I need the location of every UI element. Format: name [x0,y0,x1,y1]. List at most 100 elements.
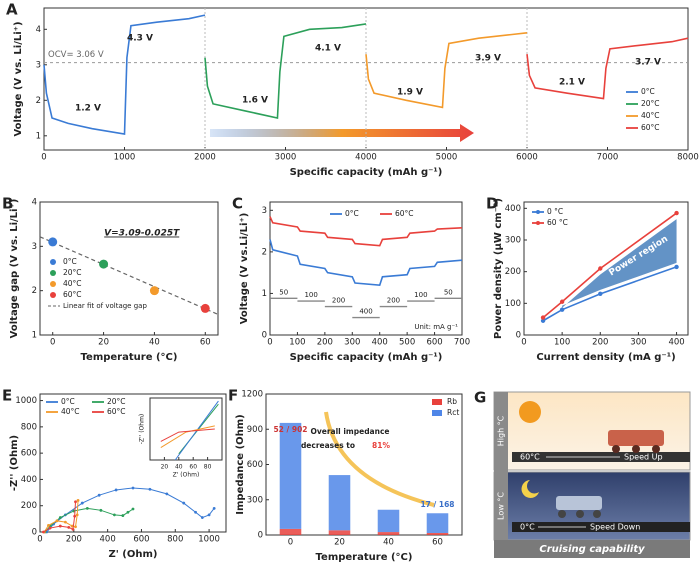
trend-arrow [324,411,435,507]
data-point [113,513,116,517]
x-tick-label: 20 [98,338,109,348]
series-line [204,23,367,120]
x-tick-label: 600 [426,338,442,348]
series-line [269,239,463,286]
x-tick-label: 200 [66,535,82,545]
x-tick-label: 0 [267,338,272,348]
data-point [48,237,58,247]
series-line [43,14,206,135]
data-point [540,315,546,320]
data-point [200,303,210,313]
legend-label: 40°C [61,407,80,416]
data-point [126,510,130,514]
x-tick-label: 1000 [114,153,136,163]
legend-marker [536,221,540,225]
legend-label: 0°C [345,209,359,218]
y-tick-label: 400 [505,204,521,214]
x-tick-label: 0 [41,153,46,163]
x-tick-label: 100 [554,338,570,348]
hot-temperature: 60°C [520,453,540,462]
x-axis-label: Temperature (°C) [81,352,178,363]
annotation: 4.3 V [127,34,153,44]
panel-label: B [2,195,13,213]
wheel [593,510,601,518]
series-line [160,425,215,449]
y-tick-label: 0 [262,331,267,341]
x-tick-label: 500 [399,338,415,348]
x-tick-label: 20 [161,464,169,471]
legend-marker [536,210,540,214]
x-tick-label: 300 [630,338,646,348]
data-point [76,499,80,502]
panel-label: C [232,195,243,213]
y-tick-label: 200 [21,501,37,511]
x-tick-label: 60 [200,338,211,348]
x-tick-label: 40 [149,338,160,348]
bar-segment [328,475,351,531]
data-point [540,318,546,323]
x-axis-label: Z' (Ohm) [173,472,200,479]
data-point [80,501,84,505]
data-point [207,513,211,517]
annotation: 52 / 902 [273,425,307,434]
y-tick-label: 1000 [15,396,37,406]
y-tick-label: 0 [32,528,37,538]
y-axis-label: -Z'' (Ohm) [9,435,20,491]
data-point [71,527,75,531]
legend-label: 20°C [63,268,82,277]
legend-label: 0°C [63,257,77,266]
wheel [632,445,640,453]
x-tick-label: 0 [288,538,293,548]
annotation: 81% [372,441,390,450]
current-step-label: 50 [444,288,453,296]
data-point [63,520,67,524]
data-point [58,516,62,519]
data-point [194,510,197,514]
panel-label: E [2,387,12,405]
current-step-label: 200 [387,297,400,305]
plot-frame [39,201,219,336]
legend-marker [50,281,56,287]
cold-temperature: 0°C [520,523,535,532]
x-tick-label: 40 [383,538,394,548]
x-tick-label: 1000 [198,535,220,545]
panel-label: F [228,387,238,405]
current-step-label: 50 [279,288,288,296]
legend-marker [50,259,56,265]
annotation: 4.1 V [315,44,341,54]
series-line [365,32,528,109]
y-tick-label: 200 [505,267,521,277]
y-tick-label: 300 [505,236,521,246]
y-axis-label: Impedance (Ohm) [235,414,246,514]
data-point [41,530,45,534]
high-label: High °C [497,415,506,446]
legend-label: 0 °C [547,207,563,216]
data-point [559,299,565,304]
data-point [131,486,135,490]
y-tick-label: 400 [21,475,37,485]
y-tick-label: 600 [247,460,263,470]
x-tick-label: 200 [317,338,333,348]
legend-label: 0°C [61,397,75,406]
x-tick-label: 2000 [194,153,216,163]
legend-label: 60°C [63,290,82,299]
data-point [598,266,603,271]
data-point [48,526,52,530]
rover [556,496,602,510]
data-point [47,524,50,527]
x-tick-label: 600 [133,535,149,545]
panel-label: D [486,195,498,213]
legend-label: 20°C [107,397,126,406]
y-tick-label: 3 [262,206,267,216]
wheel [558,510,566,518]
legend-label: Rb [447,397,457,406]
x-tick-label: 800 [167,535,183,545]
y-axis-label: Voltage (V vs.Li/Li⁺) [239,213,250,325]
x-tick-label: 80 [204,464,212,471]
data-point [559,307,565,312]
data-point [182,501,186,505]
sun [519,401,541,423]
legend-label: 40°C [641,111,660,120]
legend-marker [432,410,442,416]
